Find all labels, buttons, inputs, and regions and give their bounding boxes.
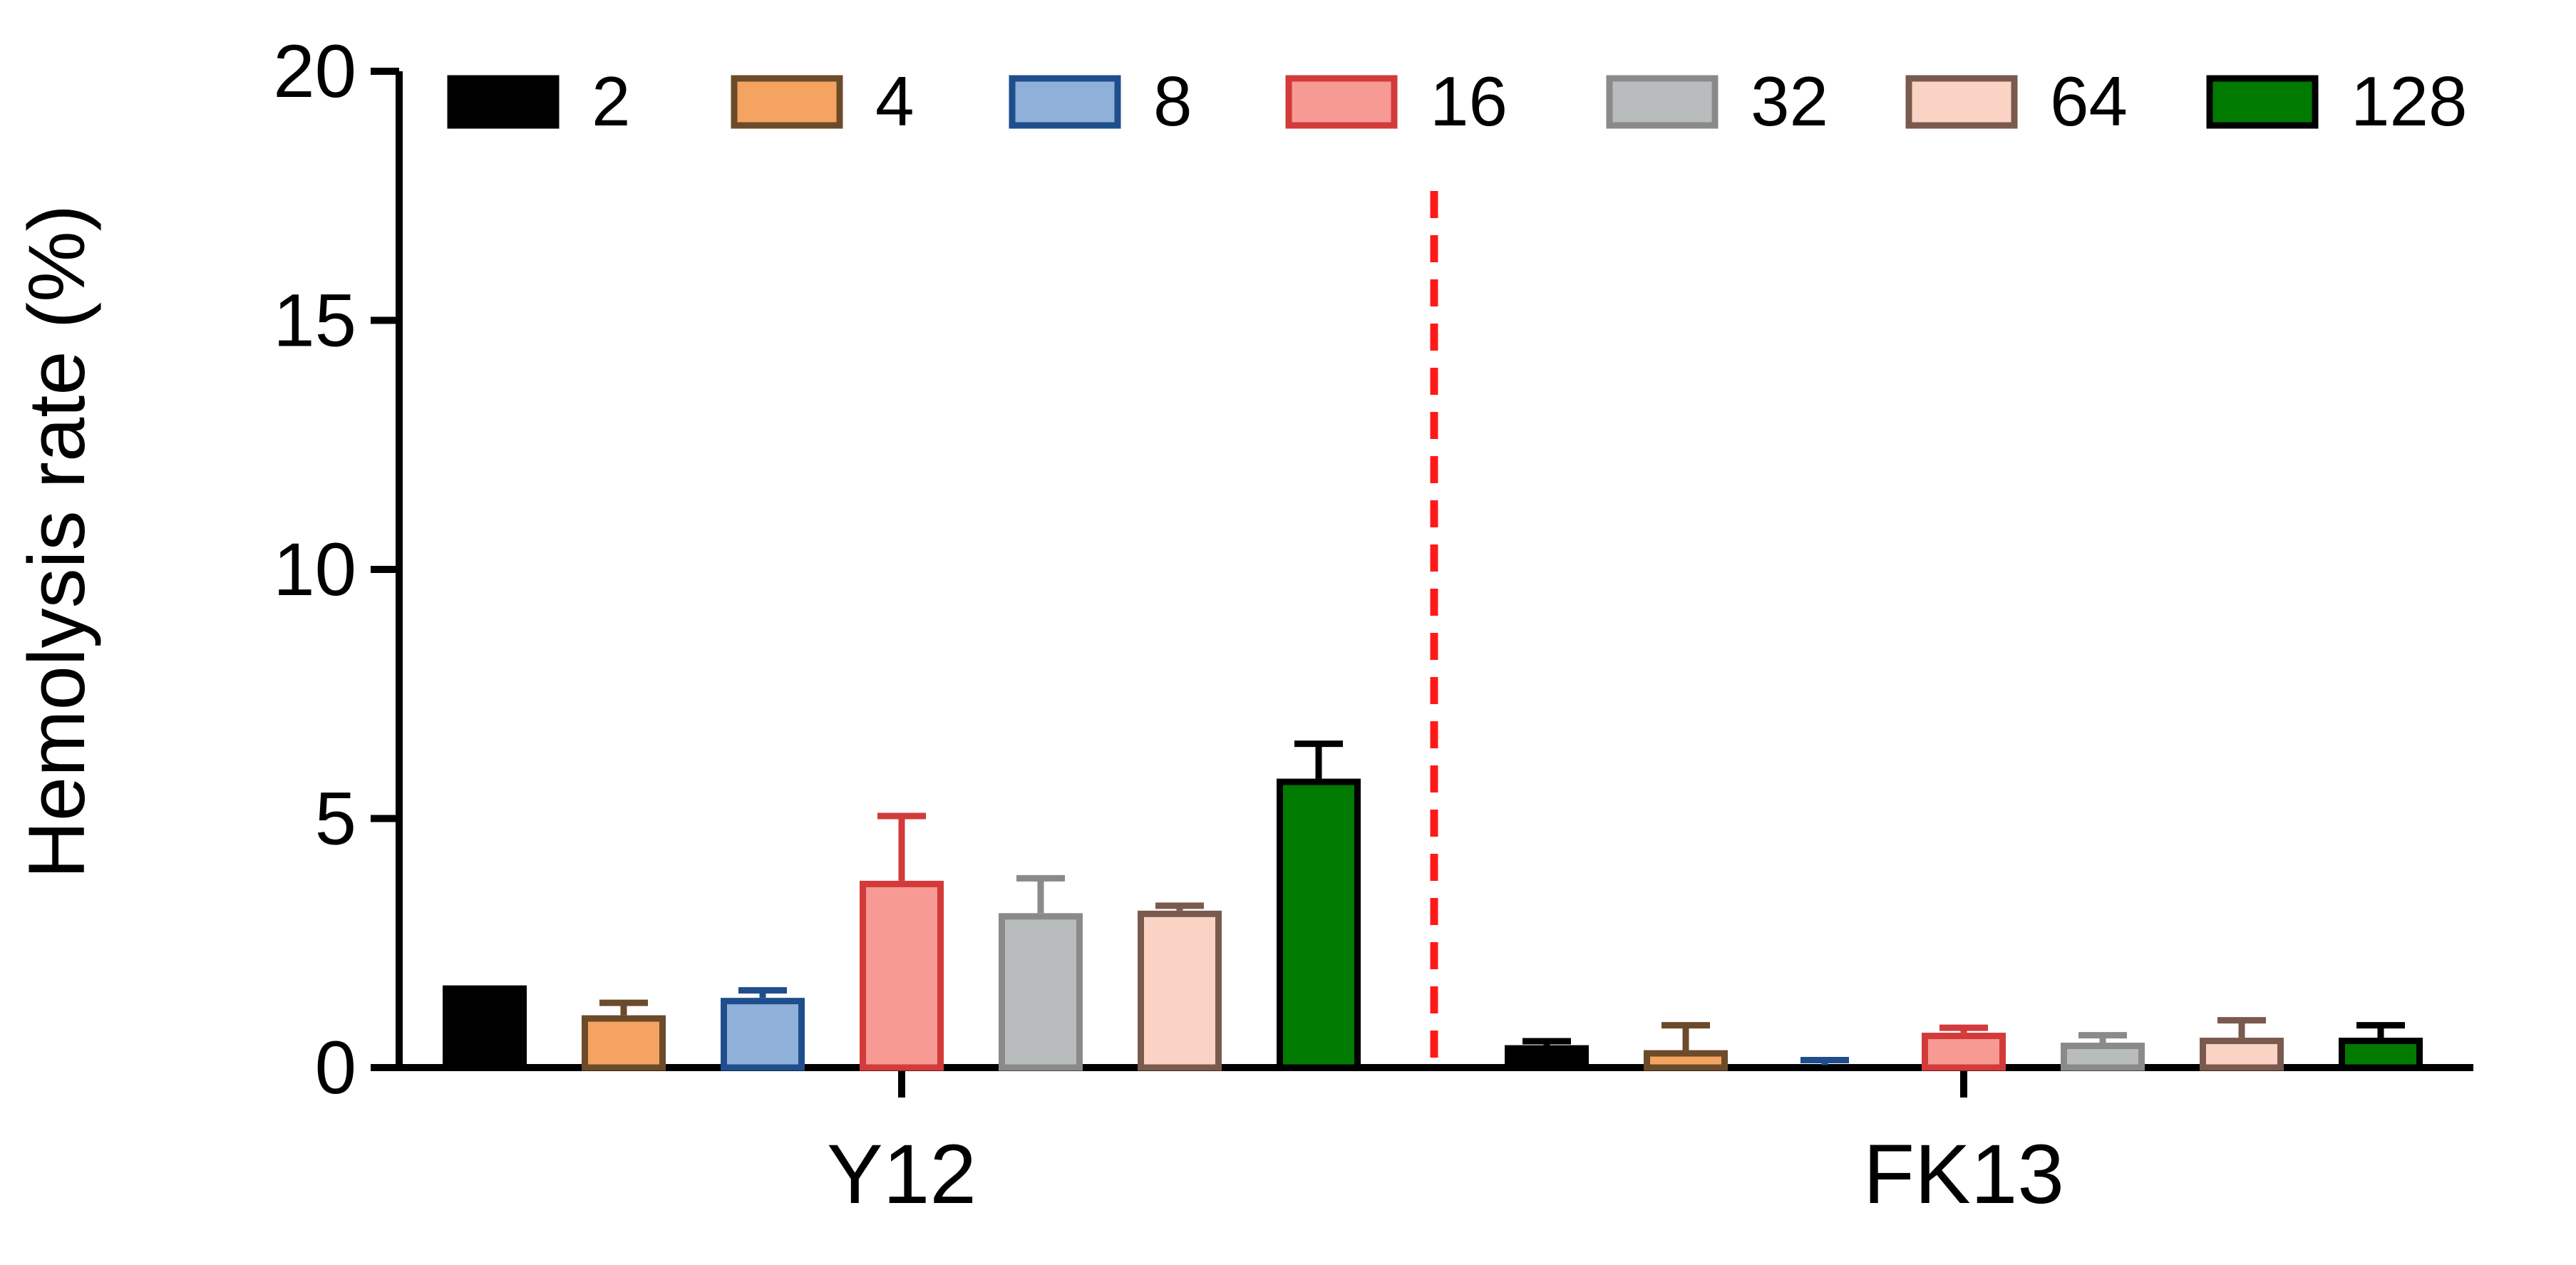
legend-swatch-4 [731, 75, 843, 129]
y-tick-label: 20 [273, 30, 356, 113]
legend-label-16: 16 [1430, 62, 1508, 140]
bar-fk13-64 [2200, 1038, 2284, 1071]
legend-label-128: 128 [2351, 62, 2468, 140]
legend-label-4: 4 [875, 62, 915, 140]
y-axis-title: Hemolysis rate (%) [12, 205, 101, 879]
legend-swatch-16 [1285, 75, 1398, 129]
legend-swatch-32 [1606, 75, 1719, 129]
bar-fk13-4 [1644, 1050, 1728, 1071]
bar-fk13-16 [1922, 1033, 2006, 1071]
bar-y12-8 [721, 998, 805, 1071]
legend-swatch-128 [2206, 75, 2319, 129]
legend-swatch-64 [1905, 75, 2018, 129]
bar-fk13-2 [1505, 1045, 1589, 1071]
legend-label-32: 32 [1751, 62, 1828, 140]
y-tick-label: 10 [273, 528, 356, 611]
legend: 2 4 8 16 32 64 128 [447, 62, 2468, 140]
x-category-label: Y12 [827, 1127, 977, 1222]
bars [443, 740, 2423, 1071]
legend-label-8: 8 [1153, 62, 1192, 140]
y-tick-label: 15 [273, 279, 356, 363]
bar-y12-4 [582, 1015, 666, 1071]
bar-fk13-32 [2061, 1043, 2145, 1071]
x-category-label: FK13 [1863, 1127, 2064, 1222]
legend-label-2: 2 [592, 62, 631, 140]
bar-y12-2 [443, 985, 527, 1071]
bar-y12-16 [860, 880, 944, 1071]
bar-y12-32 [999, 913, 1083, 1071]
bar-fk13-128 [2339, 1038, 2423, 1071]
legend-label-64: 64 [2050, 62, 2128, 140]
y-tick-label: 5 [315, 778, 356, 861]
legend-swatch-2 [447, 75, 560, 129]
bar-y12-128 [1277, 778, 1361, 1071]
axes: 0 5 10 15 20 Y12 FK13 [273, 30, 2473, 1222]
y-tick-label: 0 [315, 1026, 356, 1110]
bar-y12-64 [1138, 910, 1222, 1071]
legend-swatch-8 [1009, 75, 1121, 129]
